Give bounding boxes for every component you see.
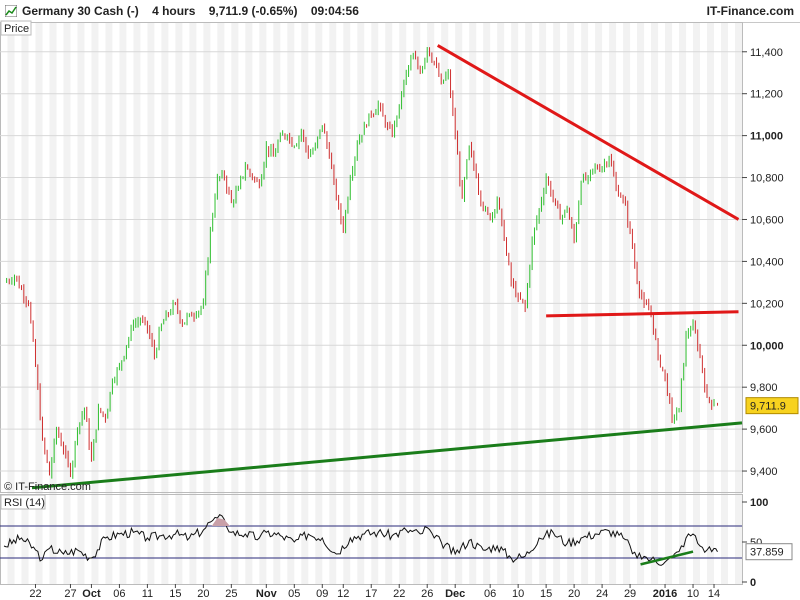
price-tick-label: 10,400 <box>750 256 784 268</box>
x-tick-label: 06 <box>113 588 125 600</box>
price-label-box <box>0 20 32 36</box>
rsi-line <box>3 514 718 566</box>
x-tick-label: 22 <box>29 588 41 600</box>
chart-title: Germany 30 Cash (-) 4 hours 9,711.9 (-0.… <box>22 4 359 18</box>
watermark: © IT-Finance.com <box>4 481 91 493</box>
last-price-tag <box>745 397 799 415</box>
price-tick-label: 9,400 <box>750 466 778 478</box>
trendline[interactable] <box>546 310 739 318</box>
rsi-label-box <box>0 494 46 510</box>
x-tick-label: 11 <box>142 588 153 600</box>
x-tick-label: 14 <box>708 588 720 600</box>
x-tick-label: 24 <box>596 588 608 600</box>
rsi-tick-label: 0 <box>750 577 756 589</box>
price-grid <box>0 22 743 585</box>
x-tick-label: 15 <box>540 588 552 600</box>
price-tick-label: 11,000 <box>750 131 783 143</box>
x-tick-label: 06 <box>484 588 496 600</box>
x-tick-label: 10 <box>687 588 699 600</box>
x-tick-label: 12 <box>337 588 349 600</box>
x-tick-label: 22 <box>393 588 405 600</box>
rsi-overbought-fill <box>211 518 230 526</box>
price-panel-label: Price <box>4 23 29 35</box>
price-tick-label: 11,400 <box>750 47 783 59</box>
price-tick-label: 10,200 <box>750 298 784 310</box>
rsi-value-tag <box>745 543 793 561</box>
x-tick-label: 20 <box>197 588 209 600</box>
trendlines <box>31 44 743 490</box>
brand-label: IT-Finance.com <box>706 4 794 18</box>
price-tick-label: 9,800 <box>750 382 778 394</box>
price-tick-label: 11,200 <box>750 89 783 101</box>
x-tick-label: 15 <box>169 588 181 600</box>
x-tick-label: 20 <box>568 588 580 600</box>
axes: 9,400 9,600 9,800 10,000 10,200 10,400 10,600 1… <box>0 20 799 600</box>
price-panel-frame <box>0 22 743 493</box>
x-tick-label: 2016 <box>653 588 677 600</box>
rsi-panel: RSI (14) <box>0 494 742 566</box>
last-price-label: 9,711.9 <box>750 401 786 413</box>
x-tick-label: Nov <box>256 588 278 600</box>
rsi-value-label: 37.859 <box>750 547 784 559</box>
rsi-trendline[interactable] <box>640 550 694 566</box>
x-tick-label: 17 <box>365 588 377 600</box>
price-tick-label: 10,000 <box>750 340 784 352</box>
chart-title-bar: Germany 30 Cash (-) 4 hours 9,711.9 (-0.… <box>0 0 800 23</box>
price-tick-label: 9,600 <box>750 424 778 436</box>
x-tick-label: 09 <box>316 588 328 600</box>
x-tick-label: Oct <box>82 588 101 600</box>
timeframe: 4 hours <box>152 4 196 18</box>
quote-time: 09:04:56 <box>310 4 359 18</box>
x-tick-label: 29 <box>624 588 636 600</box>
price-tick-label: 10,800 <box>750 173 784 185</box>
rsi-tick-label: 100 <box>750 497 768 509</box>
x-tick-label: 10 <box>512 588 524 600</box>
trendline[interactable] <box>436 44 740 221</box>
chart-icon <box>5 5 17 17</box>
x-tick-label: Dec <box>445 588 465 600</box>
x-tick-label: 25 <box>225 588 237 600</box>
instrument-name: Germany 30 Cash (-) <box>22 4 139 18</box>
x-tick-label: 27 <box>64 588 76 600</box>
rsi-panel-label: RSI (14) <box>4 497 45 509</box>
price-candles <box>6 47 719 479</box>
quote: 9,711.9 (-0.65%) <box>208 4 298 18</box>
x-tick-label: 26 <box>421 588 433 600</box>
price-tick-label: 10,600 <box>750 214 784 226</box>
x-tick-label: 05 <box>288 588 300 600</box>
trendline[interactable] <box>31 421 743 490</box>
